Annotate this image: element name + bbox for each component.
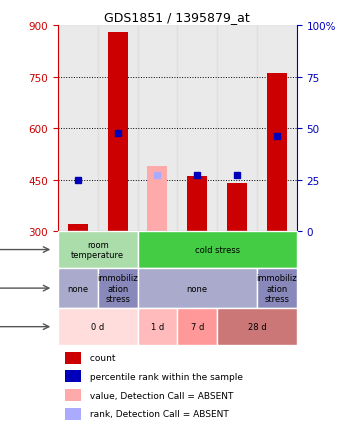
Bar [257,268,297,309]
Bar [267,74,287,231]
Bar [137,231,297,268]
Text: room
temperature: room temperature [71,240,124,260]
Bar [98,268,137,309]
Bar [58,26,98,231]
Text: cold stress: cold stress [195,246,240,254]
Text: rank, Detection Call = ABSENT: rank, Detection Call = ABSENT [87,409,228,418]
Text: count: count [87,354,115,362]
Text: none: none [67,284,88,293]
Bar [58,309,137,345]
Bar [65,371,81,382]
Bar [217,26,257,231]
Text: percentile rank within the sample: percentile rank within the sample [87,372,242,381]
Bar [58,268,98,309]
Text: value, Detection Call = ABSENT: value, Detection Call = ABSENT [87,391,233,400]
Bar [227,184,247,231]
Bar [98,26,137,231]
Bar [58,231,137,268]
Title: GDS1851 / 1395879_at: GDS1851 / 1395879_at [104,10,250,23]
Bar [68,225,88,231]
Bar [217,309,297,345]
Bar [65,389,81,401]
Text: 28 d: 28 d [248,322,266,332]
Text: immobiliz
ation
stress: immobiliz ation stress [256,273,297,303]
Bar [257,26,297,231]
Bar [65,408,81,420]
Bar [177,309,217,345]
Bar [137,309,177,345]
Text: none: none [187,284,208,293]
Text: 0 d: 0 d [91,322,104,332]
Bar [108,33,128,231]
Bar [187,177,207,231]
Bar [137,268,257,309]
Text: 1 d: 1 d [151,322,164,332]
Bar [177,26,217,231]
Text: immobiliz
ation
stress: immobiliz ation stress [97,273,138,303]
Text: 7 d: 7 d [191,322,204,332]
Bar [137,26,177,231]
Bar [65,352,81,364]
Bar [148,167,167,231]
